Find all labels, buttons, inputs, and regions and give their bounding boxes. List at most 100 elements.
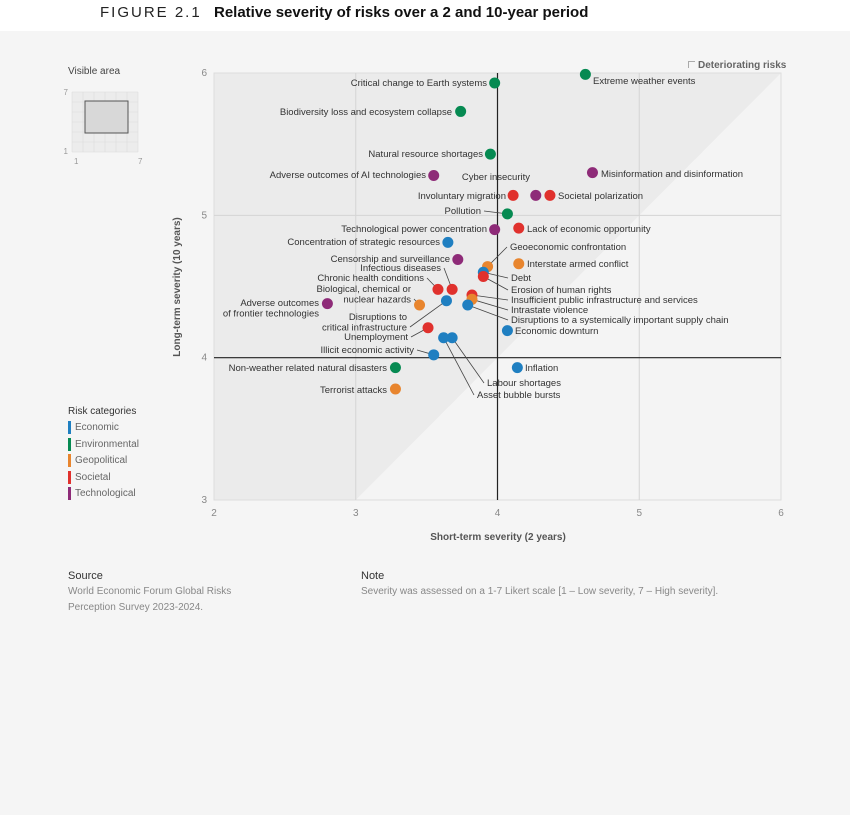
point-marker[interactable]	[507, 189, 519, 201]
point-label: Disruptions to	[349, 312, 407, 323]
point-marker[interactable]	[489, 77, 501, 89]
data-point[interactable]: Extreme weather events	[579, 68, 696, 87]
point-marker[interactable]	[389, 383, 401, 395]
point-marker[interactable]	[446, 332, 458, 344]
data-point[interactable]: Technological power concentration	[341, 224, 501, 236]
legend-label: Economic	[75, 422, 119, 433]
data-point[interactable]: Economic downturn	[501, 325, 599, 337]
data-point[interactable]: Unemployment	[344, 322, 434, 343]
point-marker[interactable]	[446, 283, 458, 295]
data-point[interactable]: Non-weather related natural disasters	[229, 362, 401, 374]
legend-item-societal[interactable]: Societal	[68, 470, 111, 484]
point-label: Natural resource shortages	[368, 149, 483, 160]
leader-line	[471, 294, 509, 301]
y-tick-label: 4	[201, 353, 207, 364]
point-marker[interactable]	[484, 148, 496, 160]
point-label: Debt	[511, 273, 531, 284]
minimap[interactable]: 7 1 1 7	[60, 84, 150, 169]
leader-line	[467, 304, 509, 321]
y-axis-label: Long-term severity (10 years)	[172, 217, 183, 357]
point-label: Non-weather related natural disasters	[229, 363, 388, 374]
data-point[interactable]: Cyber insecurity	[462, 172, 542, 201]
data-point[interactable]: Terrorist attacks	[320, 383, 401, 396]
point-marker[interactable]	[462, 299, 474, 311]
data-point[interactable]: Pollution	[445, 206, 513, 220]
point-label: Technological power concentration	[341, 224, 487, 235]
point-marker[interactable]	[501, 208, 513, 220]
data-point[interactable]: Societal polarization	[544, 189, 643, 202]
minimap-x-right: 7	[138, 157, 143, 166]
data-point[interactable]: Disruptions to a systemically important …	[462, 299, 729, 326]
data-point[interactable]: Asset bubble bursts	[438, 332, 561, 401]
point-marker[interactable]	[544, 189, 556, 201]
point-marker[interactable]	[489, 224, 501, 236]
point-marker[interactable]	[455, 105, 467, 117]
deteriorating-region	[355, 73, 781, 500]
data-point[interactable]: Involuntary migration	[418, 189, 519, 202]
data-point[interactable]: Illicit economic activity	[321, 345, 440, 361]
point-marker[interactable]	[442, 236, 454, 248]
data-point[interactable]: Natural resource shortages	[368, 148, 496, 160]
data-point[interactable]: Labour shortages	[446, 332, 562, 389]
data-point[interactable]: Censorship and surveillance	[331, 253, 464, 265]
data-point[interactable]: Inflation	[511, 362, 558, 374]
point-label: Critical change to Earth systems	[351, 78, 487, 89]
legend-item-technological[interactable]: Technological	[68, 487, 136, 500]
note-title: Note	[361, 570, 385, 582]
point-marker[interactable]	[530, 189, 542, 201]
data-point[interactable]: Infectious diseases	[360, 263, 458, 295]
point-marker[interactable]	[513, 258, 525, 270]
legend-item-environmental[interactable]: Environmental	[68, 437, 139, 451]
data-point[interactable]: Misinformation and disinformation	[586, 167, 743, 180]
point-marker[interactable]	[414, 299, 426, 311]
point-marker[interactable]	[579, 68, 591, 80]
deteriorating-risks-toggle[interactable]: Deteriorating risks	[688, 60, 786, 71]
point-label: Concentration of strategic resources	[287, 237, 440, 248]
point-marker[interactable]	[428, 349, 440, 361]
point-marker[interactable]	[513, 222, 525, 234]
point-marker[interactable]	[389, 362, 401, 374]
point-marker[interactable]	[438, 332, 450, 344]
point-marker[interactable]	[432, 283, 444, 295]
header: FIGURE 2.1 Relative severity of risks ov…	[0, 0, 850, 31]
point-label: Biological, chemical or	[316, 284, 411, 295]
visible-area-rect[interactable]	[84, 100, 129, 134]
data-point[interactable]: Interstate armed conflict	[513, 258, 629, 270]
point-marker[interactable]	[477, 271, 489, 283]
data-point[interactable]: Critical change to Earth systems	[351, 77, 501, 89]
point-label: Pollution	[445, 206, 481, 217]
point-label: Insufficient public infrastructure and s…	[511, 295, 698, 306]
point-marker[interactable]	[586, 167, 598, 179]
point-marker[interactable]	[501, 325, 513, 337]
point-marker[interactable]	[511, 362, 523, 374]
leader-line	[451, 337, 485, 384]
x-axis-label: Short-term severity (2 years)	[430, 532, 566, 543]
figure-number: FIGURE 2.1	[100, 4, 202, 21]
legend-swatch	[68, 421, 71, 434]
data-point[interactable]: Adverse outcomes of AI technologies	[270, 169, 440, 181]
point-marker[interactable]	[440, 295, 452, 307]
legend-item-geopolitical[interactable]: Geopolitical	[68, 454, 127, 467]
point-marker[interactable]	[452, 253, 464, 265]
data-point[interactable]: Erosion of human rights	[477, 271, 612, 296]
point-label: Illicit economic activity	[321, 345, 415, 356]
point-label: Societal polarization	[558, 191, 643, 202]
legend-label: Geopolitical	[75, 455, 128, 466]
checkbox-icon[interactable]	[688, 61, 695, 68]
point-label: of frontier technologies	[223, 309, 319, 320]
point-marker[interactable]	[428, 169, 440, 181]
point-marker[interactable]	[422, 322, 434, 334]
data-point[interactable]: Concentration of strategic resources	[287, 236, 454, 248]
data-point[interactable]: Lack of economic opportunity	[513, 222, 651, 235]
data-point[interactable]: Chronic health conditions	[317, 273, 444, 295]
point-marker[interactable]	[321, 298, 333, 310]
data-point[interactable]: Biodiversity loss and ecosystem collapse	[280, 105, 467, 118]
legend-label: Societal	[75, 471, 111, 483]
point-label: Adverse outcomes	[240, 298, 319, 309]
legend-item-economic[interactable]: Economic	[68, 421, 119, 434]
point-label: Infectious diseases	[360, 263, 441, 274]
